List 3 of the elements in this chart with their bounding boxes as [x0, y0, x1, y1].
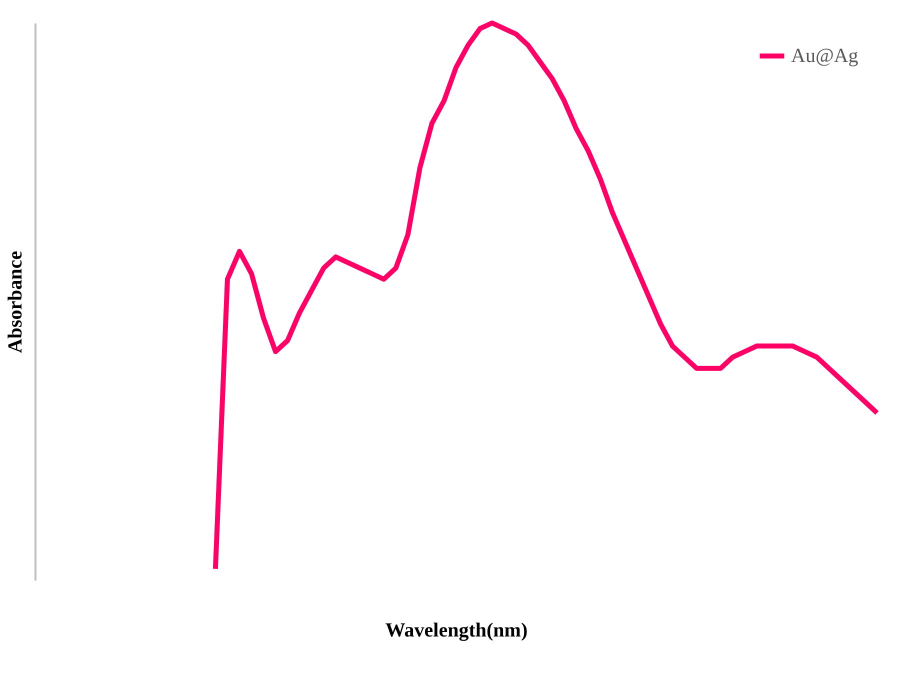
- y-axis-title: Absorbance: [4, 250, 26, 354]
- legend-label: Au@Ag: [791, 45, 858, 67]
- x-axis-title: Wavelength(nm): [385, 620, 528, 642]
